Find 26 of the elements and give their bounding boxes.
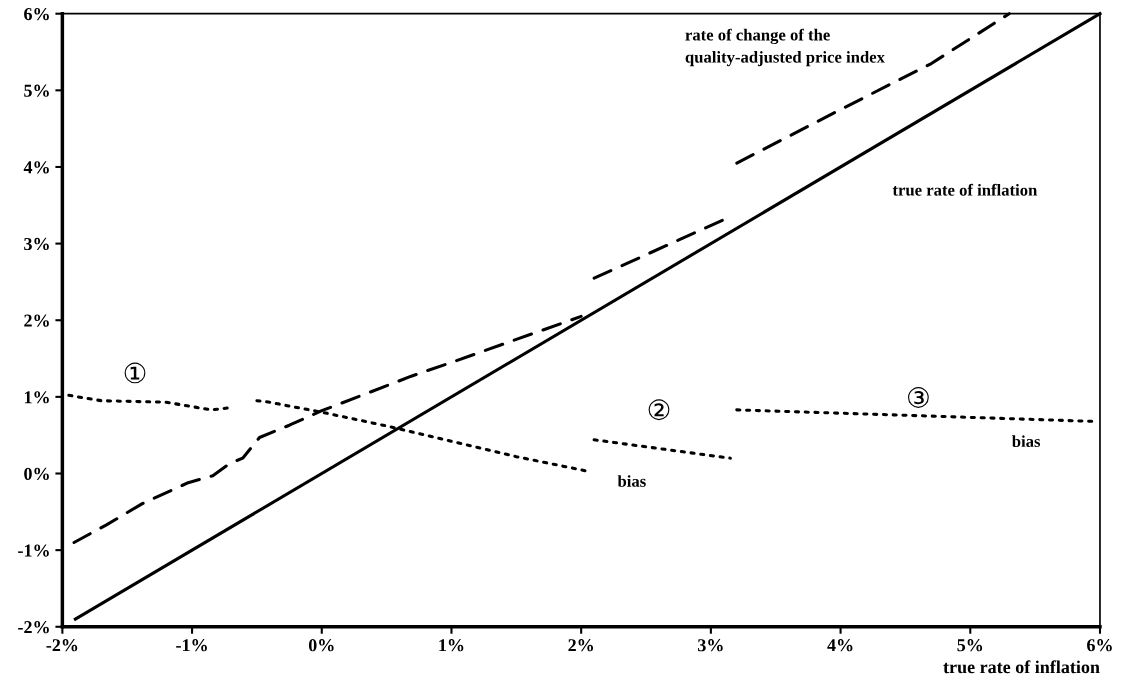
y-tick-label: 3% (24, 237, 49, 251)
x-tick-label: 3% (698, 639, 723, 652)
annotation: bias (617, 475, 646, 487)
x-axis-title: true rate of inflation (943, 660, 1100, 674)
annotation: bias (1011, 435, 1041, 448)
y-tick-label: 2% (24, 314, 49, 327)
x-tick-label: 4% (827, 639, 853, 652)
y-tick-label: 5% (24, 84, 49, 97)
annotation: ③ (908, 387, 929, 408)
x-tick-label: 1% (439, 639, 464, 652)
y-tick-label: -2% (18, 621, 49, 634)
x-tick-label: 5% (957, 639, 983, 652)
x-tick-label: 6% (1087, 639, 1112, 652)
y-tick-label: 6% (24, 7, 49, 21)
x-tick-label: 2% (568, 639, 594, 652)
x-tick-label: 0% (308, 639, 334, 652)
annotation: ① (124, 362, 146, 384)
y-tick-label: 4% (23, 161, 49, 174)
annotation: rate of change of the quality-adjusted price index (685, 28, 885, 67)
y-tick-label: 1% (24, 391, 49, 404)
y-tick-label: -1% (18, 544, 49, 557)
x-tick-label: -2% (46, 639, 78, 652)
annotation: ② (648, 399, 670, 421)
y-tick-label: 0% (24, 467, 49, 481)
x-tick-label: -1% (176, 639, 207, 652)
annotation: true rate of inflation (892, 183, 1038, 196)
